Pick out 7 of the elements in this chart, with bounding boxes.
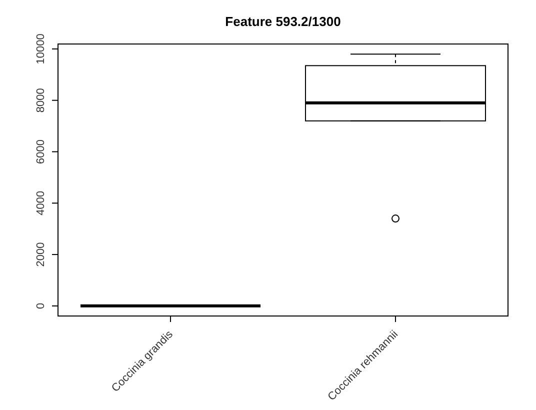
chart-title: Feature 593.2/1300: [224, 14, 342, 29]
y-tick-label: 6000: [35, 139, 47, 164]
y-tick-label: 8000: [35, 88, 47, 113]
y-tick-label: 0: [35, 302, 47, 309]
y-tick-label: 10000: [35, 34, 47, 64]
y-tick-label: 2000: [35, 242, 47, 267]
y-tick-label: 4000: [35, 190, 47, 216]
